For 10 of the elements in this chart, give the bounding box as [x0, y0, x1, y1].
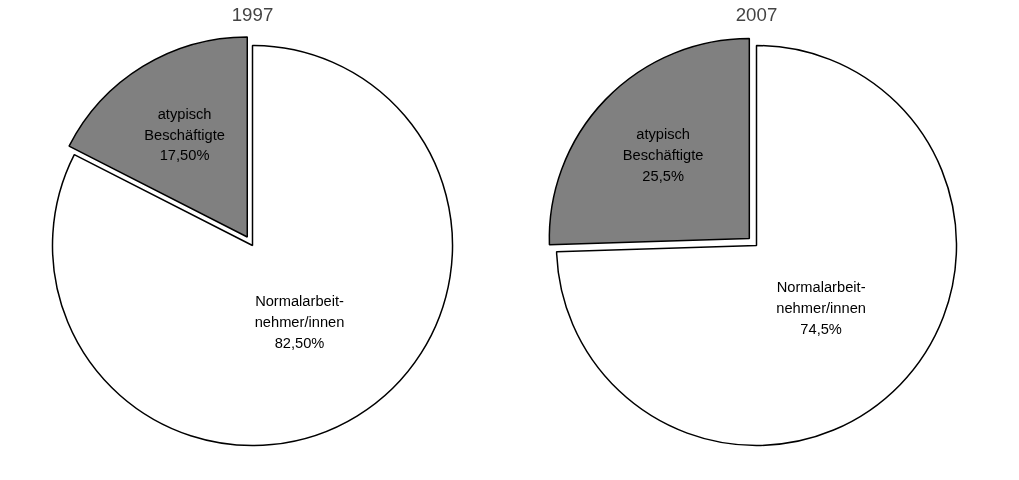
- slice-label: Normalarbeit- nehmer/innen: [254, 293, 345, 331]
- chart-title: 1997: [231, 3, 274, 25]
- slice-label: atypisch Beschäftigte: [144, 105, 225, 143]
- data-label: 82,50%: [274, 335, 325, 352]
- slice-label: atypisch Beschäftigte: [622, 126, 704, 164]
- data-label: 25,5%: [642, 167, 684, 184]
- data-label: 17,50%: [159, 147, 210, 164]
- slice-label: Normalarbeit- nehmer/innen: [776, 279, 866, 317]
- chart-title: 2007: [735, 3, 778, 25]
- data-label: 74,5%: [800, 320, 842, 337]
